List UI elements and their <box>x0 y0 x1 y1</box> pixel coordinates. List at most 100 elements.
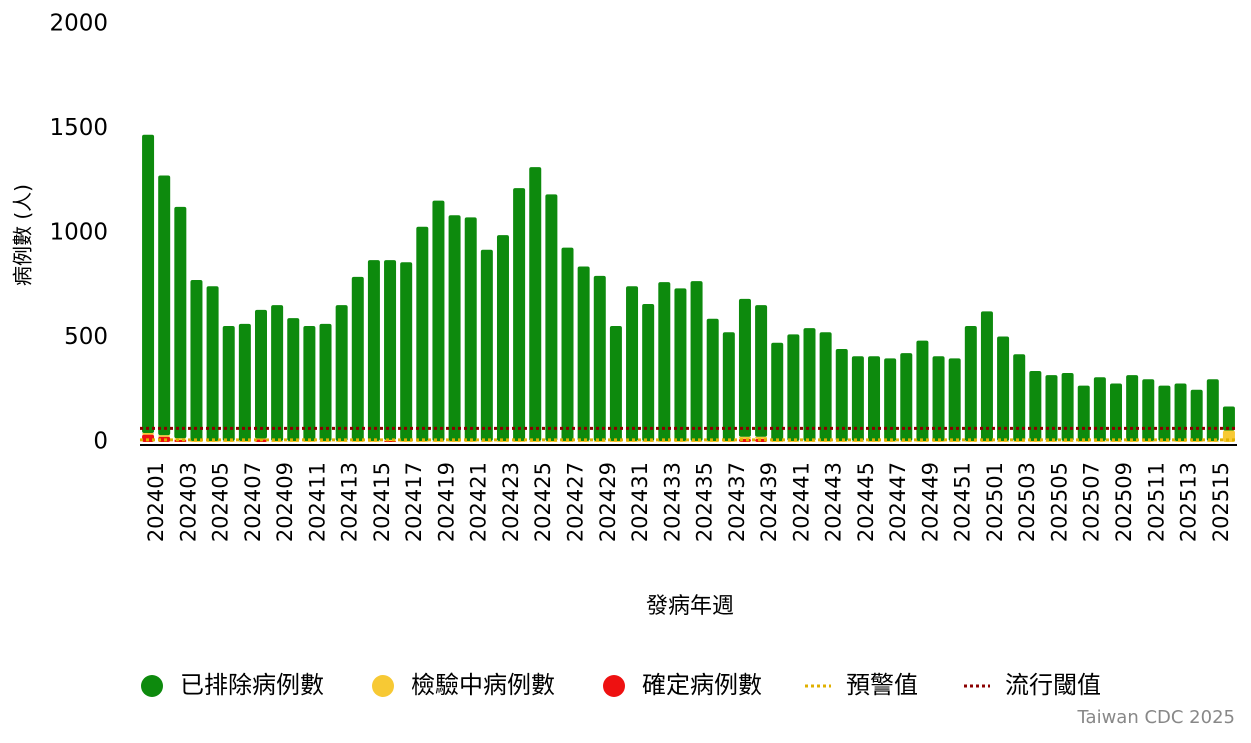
legend-label: 已排除病例數 <box>180 671 324 699</box>
x-tick-label: 202417 <box>402 462 426 542</box>
bar-segment <box>626 440 639 442</box>
bar-segment <box>513 440 526 442</box>
x-tick-label: 202415 <box>370 462 394 542</box>
legend-swatch <box>372 675 394 697</box>
bar-segment <box>464 440 477 442</box>
x-tick-label: 202427 <box>564 462 588 542</box>
bar-segment <box>851 356 864 441</box>
bar-segment <box>771 342 784 441</box>
x-tick-label: 202513 <box>1177 462 1201 542</box>
bar-segment <box>980 440 993 442</box>
bar-segment <box>1126 375 1139 441</box>
bar-segment <box>868 440 881 442</box>
legend-swatch <box>141 675 163 697</box>
bar-segment <box>142 434 155 442</box>
x-tick-label: 202507 <box>1080 462 1104 542</box>
bar-segment <box>997 336 1010 441</box>
bar-segment <box>884 358 897 441</box>
bar-segment <box>916 440 929 442</box>
bar-segment <box>400 262 413 441</box>
bar-segment <box>545 194 558 441</box>
bar-segment <box>738 298 751 437</box>
bar-segment <box>1110 383 1123 441</box>
bar-segment <box>480 249 493 441</box>
legend-label: 預警值 <box>846 671 918 699</box>
x-tick-label: 202403 <box>176 462 200 542</box>
bar-segment <box>787 334 800 441</box>
bar-segment <box>319 323 332 441</box>
y-tick-label: 0 <box>93 429 108 455</box>
bar-segment <box>158 435 171 437</box>
bar-segment <box>1013 354 1026 441</box>
x-tick-label: 202449 <box>918 462 942 542</box>
x-tick-label: 202445 <box>854 462 878 542</box>
bar-segment <box>964 326 977 441</box>
bar-segment <box>1142 379 1155 441</box>
x-tick-label: 202411 <box>305 462 329 542</box>
bar-segment <box>706 440 719 442</box>
bar-segment <box>948 358 961 441</box>
bar-segment <box>1222 430 1235 442</box>
bar-segment <box>1222 406 1235 431</box>
bar-segment <box>1126 440 1139 442</box>
bar-segment <box>335 305 348 441</box>
x-tick-label: 202413 <box>338 462 362 542</box>
x-tick-label: 202425 <box>531 462 555 542</box>
bar-segment <box>287 318 300 441</box>
bar-segment <box>513 188 526 441</box>
bar-segment <box>271 305 284 441</box>
bar-segment <box>658 282 671 441</box>
bar-segment <box>1077 440 1090 442</box>
x-tick-label: 202409 <box>273 462 297 542</box>
bar-segment <box>1158 385 1171 441</box>
bar-segment <box>303 326 316 441</box>
bar-segment <box>496 440 509 442</box>
bar-segment <box>416 440 429 442</box>
x-tick-label: 202401 <box>144 462 168 542</box>
x-tick-label: 202421 <box>467 462 491 542</box>
x-tick-label: 202429 <box>596 462 620 542</box>
bar-segment <box>174 206 187 439</box>
bar-segment <box>738 436 751 439</box>
bar-segment <box>819 440 832 442</box>
bar-segment <box>1077 385 1090 441</box>
bar-segment <box>561 247 574 441</box>
bar-segment <box>158 175 171 436</box>
x-tick-label: 202509 <box>1112 462 1136 542</box>
bar-segment <box>577 266 590 441</box>
x-tick-label: 202451 <box>951 462 975 542</box>
bar-segment <box>1190 440 1203 442</box>
bar-segment <box>674 288 687 441</box>
x-tick-label: 202443 <box>822 462 846 542</box>
bar-segment <box>1045 375 1058 441</box>
x-axis-title: 發病年週 <box>646 594 734 619</box>
bar-segment <box>706 318 719 441</box>
x-tick-label: 202419 <box>434 462 458 542</box>
bar-segment <box>674 440 687 442</box>
bar-segment <box>254 309 267 439</box>
x-tick-label: 202407 <box>241 462 265 542</box>
bar-segment <box>222 326 235 441</box>
bar-segment <box>609 440 622 442</box>
bar-segment <box>238 440 251 442</box>
x-tick-label: 202515 <box>1209 462 1233 542</box>
bar-segment <box>755 436 768 439</box>
bar-segment <box>755 305 768 437</box>
bar-segment <box>932 356 945 441</box>
bar-segment <box>1061 373 1074 441</box>
x-tick-label: 202441 <box>789 462 813 542</box>
x-tick-label: 202405 <box>209 462 233 542</box>
bar-segment <box>884 440 897 442</box>
x-tick-label: 202503 <box>1015 462 1039 542</box>
bar-segment <box>771 440 784 442</box>
bar-segment <box>351 276 364 441</box>
bar-segment <box>448 440 461 442</box>
y-tick-label: 1000 <box>49 220 108 246</box>
x-tick-label: 202435 <box>693 462 717 542</box>
bar-segment <box>1190 389 1203 441</box>
x-tick-label: 202437 <box>725 462 749 542</box>
bar-segment <box>432 200 445 441</box>
bar-segment <box>916 340 929 441</box>
bar-segment <box>980 311 993 441</box>
